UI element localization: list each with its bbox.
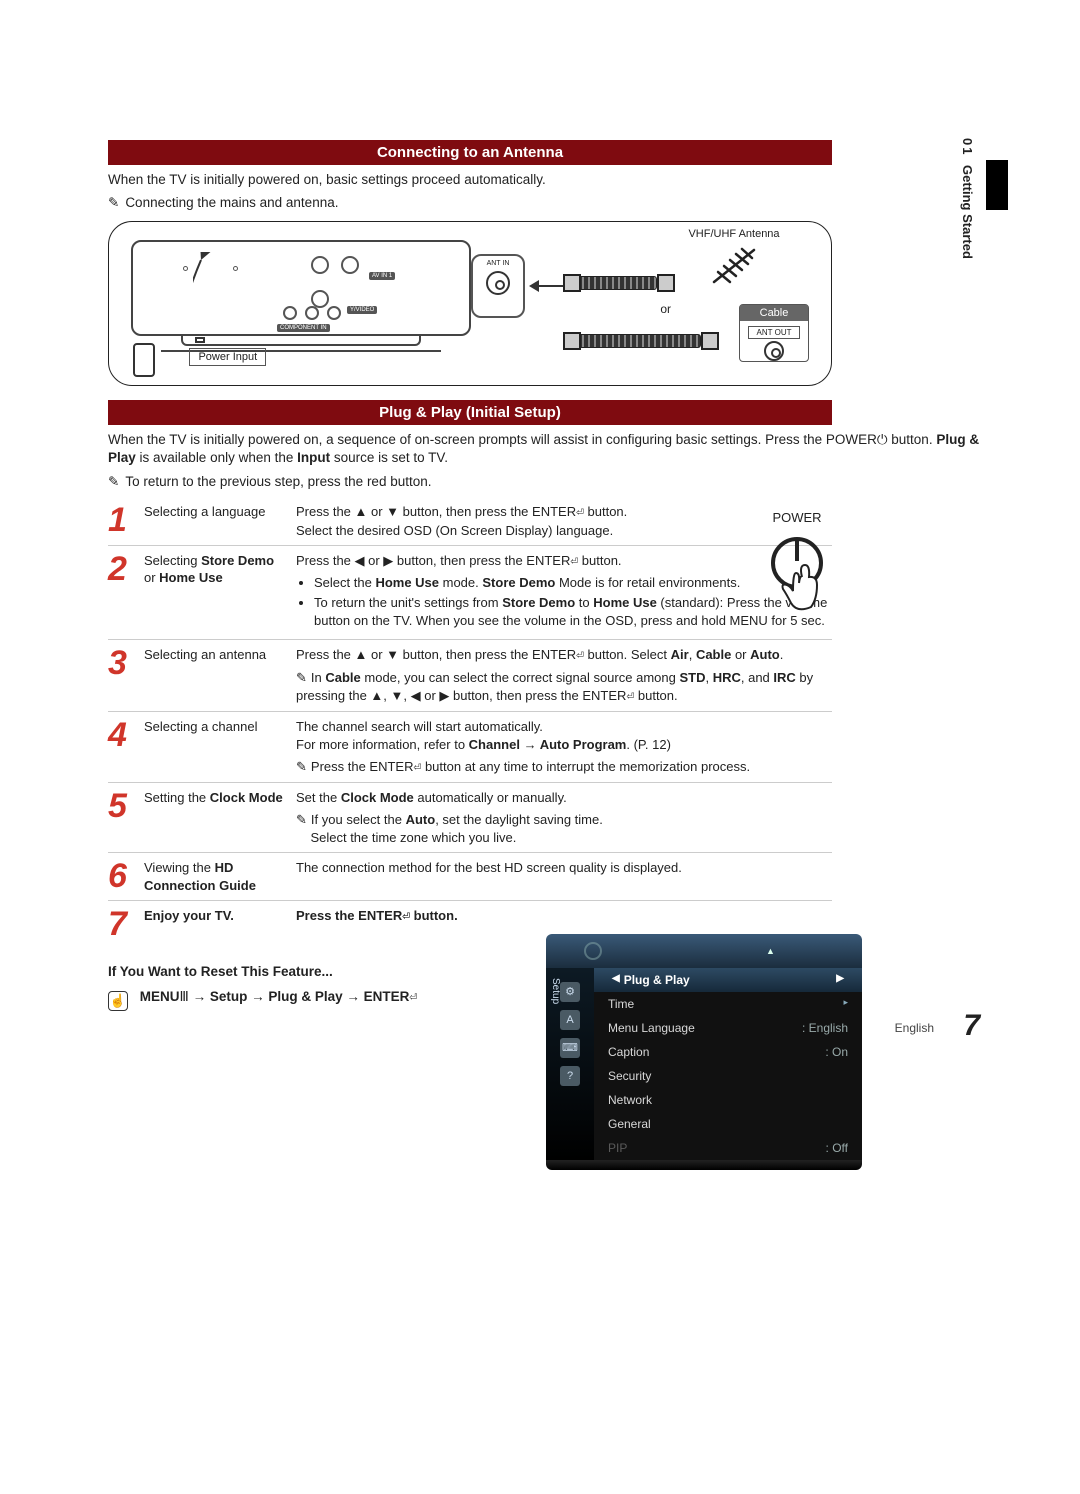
cable-box: Cable ANT OUT <box>739 304 809 362</box>
osd-row-key: Menu Language <box>608 1021 802 1035</box>
osd-row-key: General <box>608 1117 848 1131</box>
section-header-plugplay: Plug & Play (Initial Setup) <box>108 400 832 425</box>
osd-row-key: Security <box>608 1069 848 1083</box>
step-number: 6 <box>108 859 144 892</box>
osd-row-key: Plug & Play <box>624 973 833 987</box>
connection-diagram: AV IN 1 Y/VIDEO COMPONENT IN Power Input… <box>108 221 832 386</box>
coax-cable-icon <box>571 276 657 290</box>
osd-side-icon: A <box>560 1010 580 1030</box>
or-text: or <box>660 302 671 316</box>
power-input-label: Power Input <box>189 348 266 366</box>
step-title: Selecting a channel <box>144 718 296 736</box>
note-icon: ✎ <box>108 195 119 210</box>
antenna-icon <box>704 242 764 286</box>
tv-rear-panel: AV IN 1 Y/VIDEO COMPONENT IN <box>131 240 471 352</box>
osd-side-icon: ⚙ <box>560 982 580 1002</box>
step-body: Press the ▲ or ▼ button, then press the … <box>296 646 832 706</box>
osd-menu-row: Security <box>594 1064 862 1088</box>
chapter-title: Getting Started <box>960 165 975 259</box>
hand-pointer-icon: ☝ <box>108 991 128 1011</box>
step-body: Set the Clock Mode automatically or manu… <box>296 789 832 847</box>
osd-side-icon: ? <box>560 1066 580 1086</box>
step-title: Selecting a language <box>144 503 296 521</box>
step-title: Setting the Clock Mode <box>144 789 296 807</box>
step-title: Enjoy your TV. <box>144 907 296 925</box>
osd-row-key: Caption <box>608 1045 825 1059</box>
step-number: 5 <box>108 789 144 822</box>
osd-up-arrow-icon: ▲ <box>766 946 775 956</box>
section-header-antenna: Connecting to an Antenna <box>108 140 832 165</box>
power-button-icon <box>762 531 832 621</box>
plugplay-intro: When the TV is initially powered on, a s… <box>108 431 984 467</box>
antenna-note: ✎Connecting the mains and antenna. <box>108 195 984 211</box>
step-body: The connection method for the best HD sc… <box>296 859 832 877</box>
step-body: The channel search will start automatica… <box>296 718 832 777</box>
osd-left-arrow-icon: ◀ <box>608 973 624 987</box>
step-number: 7 <box>108 907 144 940</box>
osd-row-value: : English <box>802 1021 848 1035</box>
osd-row-value: : On <box>825 1045 848 1059</box>
chapter-tab: 01 Getting Started <box>946 138 980 318</box>
osd-menu-row: Menu Language: English <box>594 1016 862 1040</box>
osd-menu-row: Network <box>594 1088 862 1112</box>
osd-setup-menu: ▲ Setup ⚙A⌨? ◀Plug & Play▶Time▸Menu Lang… <box>546 934 862 1170</box>
osd-side-label: Setup <box>550 978 561 1004</box>
osd-side-icon: ⌨ <box>560 1038 580 1058</box>
plugplay-note: ✎To return to the previous step, press t… <box>108 474 984 490</box>
osd-menu-row: PIP: Off <box>594 1136 862 1160</box>
osd-menu-row: General <box>594 1112 862 1136</box>
osd-row-key: PIP <box>608 1141 826 1155</box>
ant-in-port: ANT IN <box>471 254 525 318</box>
coax-cable-icon <box>571 334 701 348</box>
step-number: 3 <box>108 646 144 679</box>
osd-menu-row: Caption: On <box>594 1040 862 1064</box>
step-number: 1 <box>108 503 144 536</box>
osd-menu-row: Time▸ <box>594 992 862 1016</box>
page-language: English <box>895 1021 934 1035</box>
antenna-intro: When the TV is initially powered on, bas… <box>108 171 984 189</box>
step-title: Selecting an antenna <box>144 646 296 664</box>
antenna-icon-area: VHF/UHF Antenna <box>659 228 809 291</box>
osd-submenu-arrow-icon: ▸ <box>843 997 848 1011</box>
step-number: 2 <box>108 552 144 585</box>
power-plug: Power Input <box>133 345 266 377</box>
setup-steps: 1Selecting a language Press the ▲ or ▼ bu… <box>108 500 832 943</box>
step-row: 3Selecting an antennaPress the ▲ or ▼ bu… <box>108 639 832 709</box>
osd-top-icon <box>584 942 602 960</box>
arrow-icon <box>527 278 567 294</box>
osd-right-arrow-icon: ▶ <box>832 973 848 987</box>
osd-row-key: Network <box>608 1093 848 1107</box>
osd-row-key: Time <box>608 997 843 1011</box>
chapter-number: 01 <box>960 138 975 156</box>
page-number: 7 <box>963 1009 980 1043</box>
power-illustration: POWER <box>752 510 842 624</box>
osd-menu-row: ◀Plug & Play▶ <box>594 968 862 992</box>
step-row: 6Viewing the HD Connection GuideThe conn… <box>108 852 832 898</box>
step-row: 1Selecting a languagePress the ▲ or ▼ bu… <box>108 500 832 543</box>
step-row: 5Setting the Clock ModeSet the Clock Mod… <box>108 782 832 850</box>
step-row: 2Selecting Store Demo or Home UsePress t… <box>108 545 832 638</box>
step-body: Press the ENTER⏎ button. <box>296 907 832 926</box>
step-title: Selecting Store Demo or Home Use <box>144 552 296 588</box>
power-arrow-icon <box>193 252 303 342</box>
step-number: 4 <box>108 718 144 751</box>
step-row: 4Selecting a channelThe channel search w… <box>108 711 832 780</box>
osd-row-value: : Off <box>826 1141 848 1155</box>
step-title: Viewing the HD Connection Guide <box>144 859 296 895</box>
note-icon: ✎ <box>108 474 119 489</box>
